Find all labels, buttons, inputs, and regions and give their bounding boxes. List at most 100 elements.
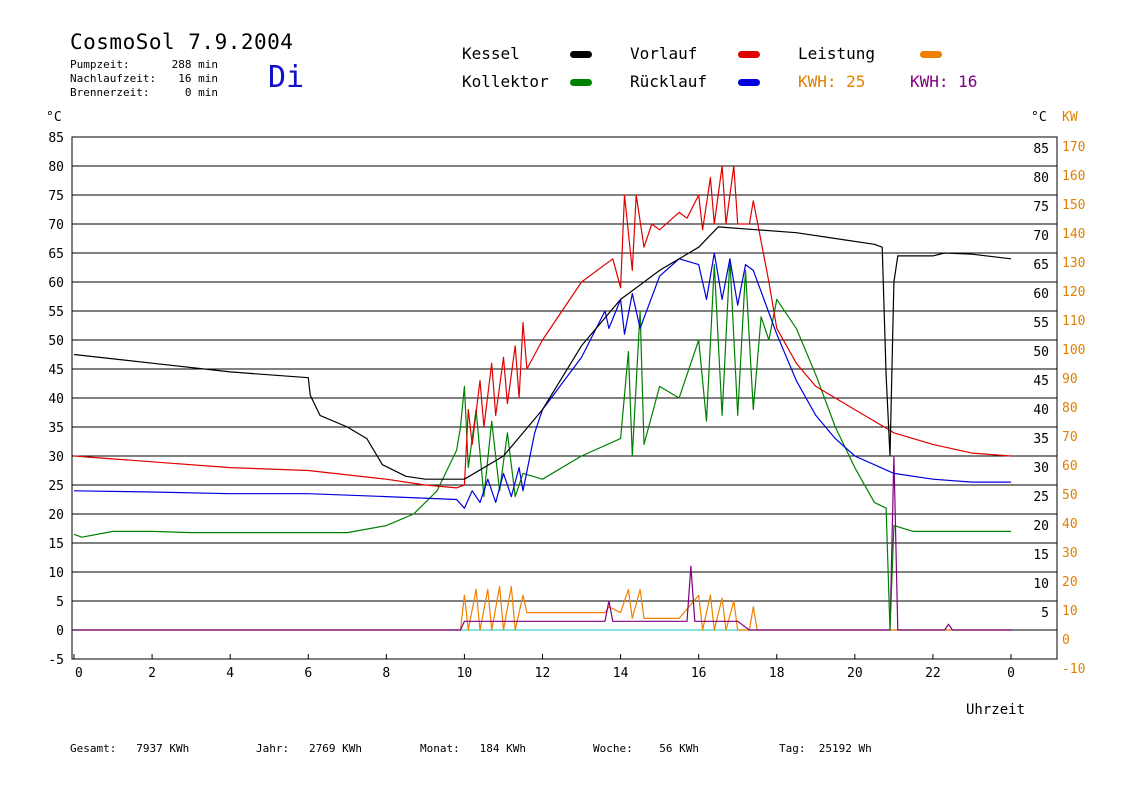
x-tick-label: 8 bbox=[382, 666, 390, 681]
x-tick-label: 10 bbox=[457, 666, 473, 681]
series-r-cklauf-kw bbox=[74, 455, 1011, 631]
x-tick-label: 0 bbox=[75, 666, 83, 681]
y-tick-right-kw: 60 bbox=[1062, 459, 1078, 474]
y-tick-right-celsius: 60 bbox=[1033, 287, 1049, 302]
legend-ruecklauf-swatch bbox=[738, 79, 760, 86]
y-tick-right-celsius: 85 bbox=[1033, 142, 1049, 157]
y-tick-right-kw: 20 bbox=[1062, 575, 1078, 590]
y-tick-right-celsius: 55 bbox=[1033, 316, 1049, 331]
y-tick-right-kw: 120 bbox=[1062, 285, 1085, 300]
y-tick-right-kw: 170 bbox=[1062, 140, 1085, 155]
series-leistung bbox=[74, 585, 1011, 631]
y-tick-left: 45 bbox=[48, 363, 64, 378]
y-tick-right-celsius: 45 bbox=[1033, 374, 1049, 389]
y-tick-left: 40 bbox=[48, 392, 64, 407]
y-tick-right-celsius: 70 bbox=[1033, 229, 1049, 244]
y-tick-right-kw: 10 bbox=[1062, 604, 1078, 619]
y-tick-right-celsius: 15 bbox=[1033, 548, 1049, 563]
x-tick-label: 14 bbox=[613, 666, 629, 681]
y-tick-left: 10 bbox=[48, 566, 64, 581]
y-tick-right-kw: 140 bbox=[1062, 227, 1085, 242]
y-tick-right-celsius: 35 bbox=[1033, 432, 1049, 447]
legend-ruecklauf: Rücklauf bbox=[630, 72, 708, 91]
x-tick-label: 22 bbox=[925, 666, 941, 681]
info-nachlaufzeit: Nachlaufzeit: 16 min bbox=[70, 72, 218, 85]
y-tick-left: 20 bbox=[48, 508, 64, 523]
right-axis-unit-celsius: °C bbox=[1031, 110, 1047, 125]
left-axis-unit: °C bbox=[46, 110, 62, 125]
footer-woche: Woche: 56 KWh bbox=[593, 742, 699, 755]
footer-gesamt: Gesamt: 7937 KWh bbox=[70, 742, 190, 755]
footer-jahr: Jahr: 2769 KWh bbox=[256, 742, 362, 755]
legend-leistung-swatch bbox=[920, 51, 942, 58]
y-tick-left: 80 bbox=[48, 160, 64, 175]
x-tick-label: 16 bbox=[691, 666, 707, 681]
legend-kessel: Kessel bbox=[462, 44, 520, 63]
y-tick-right-celsius: 30 bbox=[1033, 461, 1049, 476]
y-tick-right-kw: 100 bbox=[1062, 343, 1085, 358]
x-tick-label: 18 bbox=[769, 666, 785, 681]
y-tick-right-kw: 150 bbox=[1062, 198, 1085, 213]
footer-monat: Monat: 184 KWh bbox=[420, 742, 526, 755]
y-tick-left: 55 bbox=[48, 305, 64, 320]
x-tick-label: 0 bbox=[1007, 666, 1015, 681]
y-tick-right-celsius: 65 bbox=[1033, 258, 1049, 273]
y-tick-left: 85 bbox=[48, 131, 64, 146]
legend-kessel-swatch bbox=[570, 51, 592, 58]
y-tick-right-kw: 70 bbox=[1062, 430, 1078, 445]
y-tick-right-kw: 160 bbox=[1062, 169, 1085, 184]
y-tick-left: 15 bbox=[48, 537, 64, 552]
legend-kwh-second: KWH: 16 bbox=[910, 72, 978, 91]
y-tick-right-celsius: 5 bbox=[1041, 606, 1049, 621]
legend-kollektor: Kollektor bbox=[462, 72, 549, 91]
y-tick-right-kw: 110 bbox=[1062, 314, 1085, 329]
y-tick-left: 30 bbox=[48, 450, 64, 465]
info-brennerzeit: Brennerzeit: 0 min bbox=[70, 86, 218, 99]
legend-leistung: Leistung bbox=[798, 44, 876, 63]
y-tick-right-kw: 130 bbox=[1062, 256, 1085, 271]
series-r-cklauf bbox=[73, 252, 1011, 509]
weekday-label: Di bbox=[268, 60, 305, 95]
y-tick-left: 50 bbox=[48, 334, 64, 349]
y-tick-right-celsius: 10 bbox=[1033, 577, 1049, 592]
info-pumpzeit: Pumpzeit: 288 min bbox=[70, 58, 218, 71]
y-tick-left: -5 bbox=[48, 653, 64, 668]
y-tick-right-kw: 40 bbox=[1062, 517, 1078, 532]
right-axis-unit-kw: KW bbox=[1062, 110, 1078, 125]
legend-kollektor-swatch bbox=[570, 79, 592, 86]
y-tick-right-celsius: 75 bbox=[1033, 200, 1049, 215]
y-tick-left: 5 bbox=[56, 595, 64, 610]
x-axis-label: Uhrzeit bbox=[966, 702, 1026, 718]
legend-kwh-total: KWH: 25 bbox=[798, 72, 866, 91]
x-tick-label: 6 bbox=[304, 666, 312, 681]
y-tick-right-celsius: 50 bbox=[1033, 345, 1049, 360]
series-kollektor bbox=[73, 258, 1011, 631]
x-tick-label: 2 bbox=[148, 666, 156, 681]
y-tick-left: 70 bbox=[48, 218, 64, 233]
y-tick-right-celsius: 40 bbox=[1033, 403, 1049, 418]
y-tick-right-kw: 90 bbox=[1062, 372, 1078, 387]
y-tick-right-kw: -10 bbox=[1062, 662, 1085, 677]
y-tick-right-celsius: 80 bbox=[1033, 171, 1049, 186]
footer-tag: Tag: 25192 Wh bbox=[779, 742, 872, 755]
y-tick-left: 25 bbox=[48, 479, 64, 494]
y-tick-right-kw: 50 bbox=[1062, 488, 1078, 503]
series-kessel bbox=[73, 226, 1012, 480]
y-tick-left: 75 bbox=[48, 189, 64, 204]
y-tick-left: 60 bbox=[48, 276, 64, 291]
x-tick-label: 20 bbox=[847, 666, 863, 681]
y-tick-left: 35 bbox=[48, 421, 64, 436]
y-tick-left: 65 bbox=[48, 247, 64, 262]
chart-title: CosmoSol 7.9.2004 bbox=[70, 30, 294, 54]
x-tick-label: 4 bbox=[226, 666, 234, 681]
series-vorlauf bbox=[73, 165, 1012, 489]
legend-vorlauf: Vorlauf bbox=[630, 44, 698, 63]
y-tick-right-celsius: 25 bbox=[1033, 490, 1049, 505]
y-tick-right-celsius: 20 bbox=[1033, 519, 1049, 534]
x-tick-label: 12 bbox=[535, 666, 551, 681]
y-tick-right-kw: 0 bbox=[1062, 633, 1070, 648]
legend-vorlauf-swatch bbox=[738, 51, 760, 58]
y-tick-right-kw: 30 bbox=[1062, 546, 1078, 561]
y-tick-left: 0 bbox=[56, 624, 64, 639]
